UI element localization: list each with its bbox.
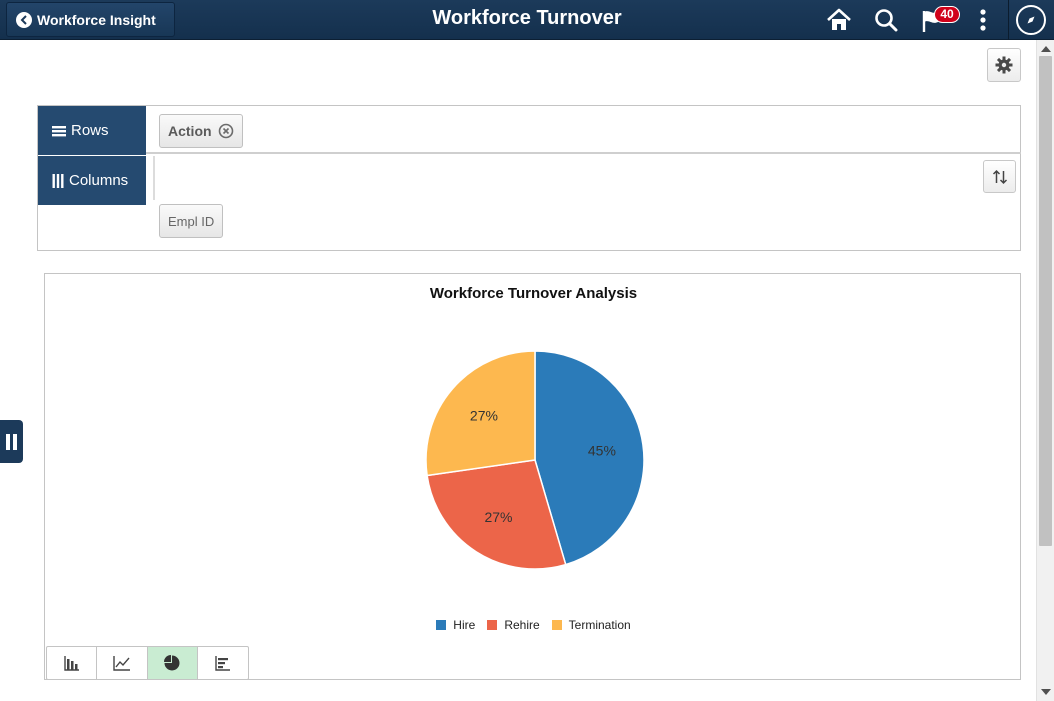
pie-slice-termination[interactable] — [425, 350, 536, 477]
columns-label: Columns — [38, 156, 146, 205]
columns-drop-zone[interactable] — [153, 156, 1019, 200]
rows-label-text: Rows — [71, 122, 109, 139]
columns-label-text: Columns — [69, 172, 129, 189]
horizontal-bar-chart-icon — [215, 656, 230, 671]
compass-icon[interactable] — [1016, 5, 1046, 35]
pie-data-label: 45% — [588, 442, 616, 458]
row-chip-action[interactable]: Action — [159, 114, 243, 148]
pie-data-label: 27% — [470, 408, 498, 424]
pause-bar-icon — [6, 433, 10, 450]
legend-label: Termination — [568, 618, 631, 632]
line-chart-button[interactable] — [97, 647, 148, 679]
row-chip-label: Action — [168, 123, 212, 139]
scroll-up-icon[interactable] — [1041, 46, 1051, 52]
available-chip-label: Empl ID — [168, 213, 215, 229]
rows-icon — [52, 125, 66, 136]
back-button-label: Workforce Insight — [37, 11, 156, 28]
kebab-menu-icon[interactable] — [969, 6, 997, 34]
legend-swatch — [487, 620, 498, 630]
vertical-scrollbar[interactable] — [1036, 40, 1054, 701]
horizontal-bar-chart-button[interactable] — [198, 647, 248, 679]
legend-item-termination[interactable]: Termination — [551, 618, 631, 632]
legend-label: Hire — [453, 618, 476, 632]
swap-arrows-icon — [992, 169, 1007, 184]
available-chip-empl-id[interactable]: Empl ID — [159, 204, 224, 238]
legend-label: Rehire — [504, 618, 540, 632]
notification-badge: 40 — [934, 6, 960, 23]
chart-title: Workforce Turnover Analysis — [429, 285, 638, 302]
line-chart-icon — [113, 656, 130, 671]
chart-panel: Workforce Turnover Analysis 45% 27% 27% Hi… — [44, 273, 1021, 680]
pie-data-label: 27% — [484, 509, 512, 525]
bar-chart-button[interactable] — [47, 647, 98, 679]
pause-bar-icon — [13, 433, 17, 450]
legend-swatch — [436, 620, 447, 630]
pivot-panel: Rows Action Columns Empl ID — [37, 105, 1021, 251]
chevron-left-icon — [16, 11, 32, 28]
side-panel-toggle[interactable] — [0, 420, 23, 463]
scroll-thumb[interactable] — [1039, 56, 1052, 546]
swap-axes-button[interactable] — [983, 160, 1016, 193]
scroll-down-icon[interactable] — [1041, 689, 1051, 695]
bar-chart-icon — [63, 656, 79, 671]
pie-chart-button[interactable] — [147, 647, 198, 679]
legend-item-rehire[interactable]: Rehire — [487, 618, 540, 632]
rows-label: Rows — [38, 106, 146, 155]
gear-icon — [995, 56, 1013, 74]
settings-button[interactable] — [987, 48, 1021, 82]
search-icon[interactable] — [872, 6, 900, 34]
rows-drop-zone[interactable] — [146, 106, 1021, 154]
header-divider — [1008, 0, 1009, 40]
columns-icon — [52, 173, 64, 188]
remove-icon[interactable] — [218, 123, 234, 139]
chart-legend: Hire Rehire Termination — [45, 618, 1022, 632]
pie-slice-rehire[interactable] — [426, 459, 567, 570]
app-header: Workforce Insight Workforce Turnover 40 — [0, 0, 1054, 40]
pie-chart: 45% 27% 27% — [425, 350, 645, 570]
pie-slice-hire[interactable] — [534, 350, 645, 566]
legend-swatch — [551, 620, 562, 630]
home-icon[interactable] — [825, 6, 853, 34]
chart-type-selector — [46, 646, 249, 680]
pie-chart-icon — [164, 655, 180, 671]
legend-item-hire[interactable]: Hire — [436, 618, 475, 632]
back-button[interactable]: Workforce Insight — [6, 2, 175, 37]
